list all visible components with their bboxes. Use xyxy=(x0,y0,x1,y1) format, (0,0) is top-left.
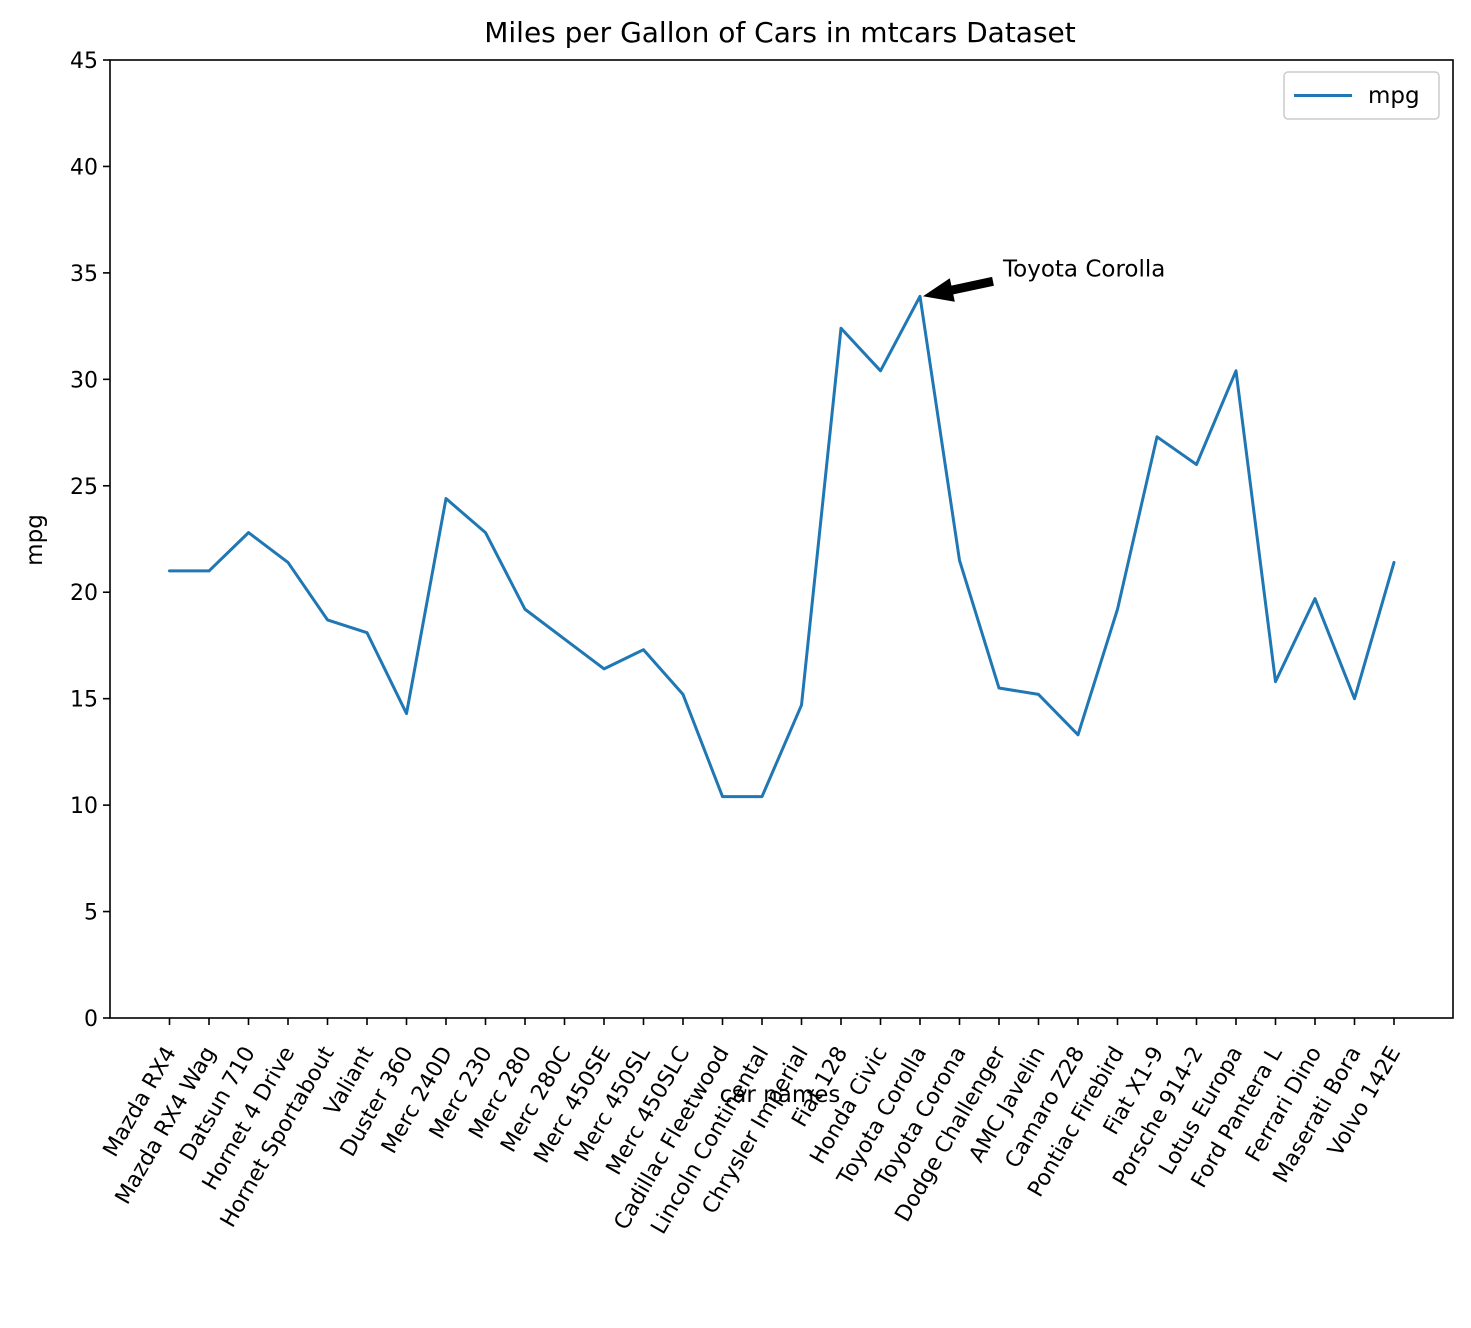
data-point xyxy=(364,630,370,636)
data-point xyxy=(601,666,607,672)
y-tick-label: 15 xyxy=(70,688,98,713)
y-tick-label: 20 xyxy=(70,581,98,606)
data-point xyxy=(1233,368,1239,374)
data-point xyxy=(167,568,173,574)
data-point xyxy=(1036,691,1042,697)
data-point xyxy=(246,530,252,536)
chart-title: Miles per Gallon of Cars in mtcars Datas… xyxy=(484,16,1076,49)
data-point xyxy=(562,636,568,642)
y-tick-label: 40 xyxy=(70,155,98,180)
data-point xyxy=(641,647,647,653)
data-point xyxy=(483,530,489,536)
data-point xyxy=(1352,696,1358,702)
data-point xyxy=(917,293,923,299)
data-point xyxy=(1273,679,1279,685)
axes-frame xyxy=(109,59,1454,1019)
y-tick-label: 10 xyxy=(70,794,98,819)
y-tick-label: 0 xyxy=(84,1007,98,1032)
data-point xyxy=(838,325,844,331)
data-point xyxy=(680,691,686,697)
y-tick-label: 5 xyxy=(84,901,98,926)
data-point xyxy=(325,617,331,623)
y-tick-label: 25 xyxy=(70,475,98,500)
y-tick-label: 35 xyxy=(70,262,98,287)
legend-label-mpg: mpg xyxy=(1368,83,1420,109)
data-point xyxy=(720,794,726,800)
data-point xyxy=(1312,596,1318,602)
legend-box xyxy=(1283,71,1440,120)
data-point xyxy=(1075,732,1081,738)
data-point xyxy=(878,368,884,374)
x-axis-label: car names xyxy=(720,1082,841,1108)
y-tick-label: 45 xyxy=(70,49,98,74)
data-point xyxy=(1154,434,1160,440)
data-point xyxy=(285,559,291,565)
data-point xyxy=(759,794,765,800)
data-point xyxy=(957,557,963,563)
data-point xyxy=(799,702,805,708)
data-point xyxy=(1115,606,1121,612)
y-axis-label: mpg xyxy=(22,514,48,566)
data-point xyxy=(443,496,449,502)
annotation-toyota-corolla: Toyota Corolla xyxy=(923,256,1165,302)
data-point xyxy=(522,606,528,612)
data-point xyxy=(404,711,410,717)
data-point xyxy=(206,568,212,574)
data-point xyxy=(1194,461,1200,467)
y-axis-ticks: 0 5 10 15 20 25 30 35 40 45 xyxy=(70,49,110,1032)
series-line-mpg xyxy=(168,294,1396,799)
y-tick-label: 30 xyxy=(70,368,98,393)
data-point xyxy=(1391,559,1397,565)
data-point xyxy=(996,685,1002,691)
annotation-label: Toyota Corolla xyxy=(1002,256,1165,282)
legend: mpg xyxy=(1283,71,1440,120)
annotation-arrow xyxy=(923,276,994,302)
